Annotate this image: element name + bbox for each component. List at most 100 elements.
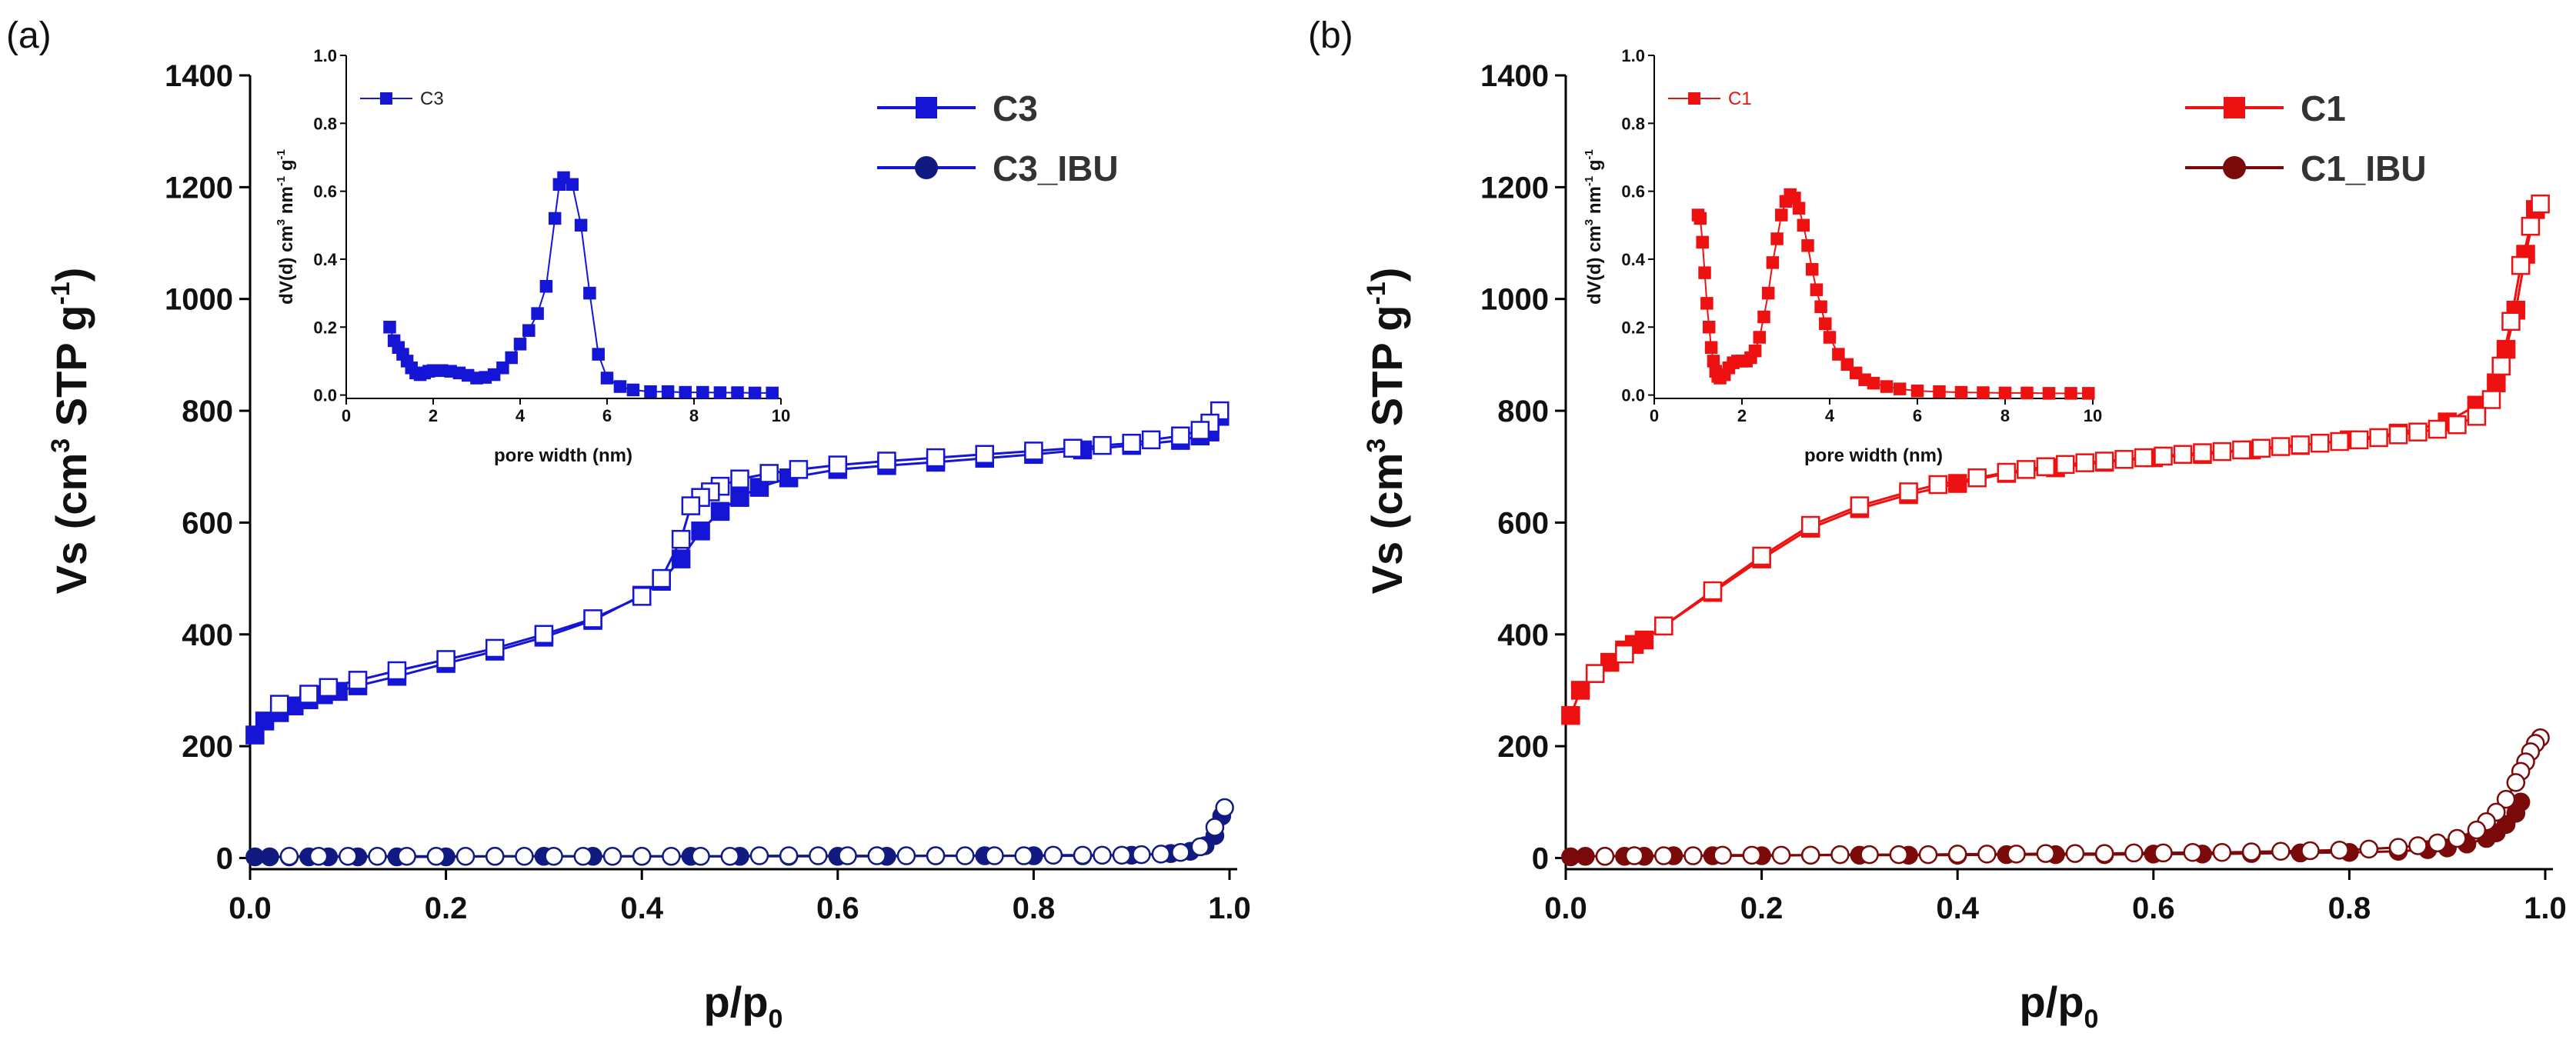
data-point — [348, 671, 368, 690]
data-point — [2388, 425, 2408, 445]
data-point — [2173, 445, 2193, 464]
y-tick-label: 1400 — [165, 59, 233, 93]
panel-a-y-ticks: 0 200 400 600 800 1000 1200 1400 — [165, 59, 250, 875]
data-point — [1967, 468, 1987, 488]
data-point — [260, 847, 279, 867]
data-point — [1654, 616, 1673, 636]
data-point — [2212, 842, 2232, 862]
y-tick-label: 0.0 — [1621, 386, 1645, 405]
data-point — [1766, 256, 1780, 269]
series-c3-adsorption — [245, 407, 1230, 745]
series-c3-ibu-desorption — [279, 798, 1234, 866]
data-point — [1014, 846, 1033, 865]
legend-label-c3-ibu: C3_IBU — [993, 148, 1119, 188]
data-point — [1801, 845, 1820, 865]
x-tick-label: 10 — [772, 406, 790, 425]
data-point — [766, 386, 779, 400]
data-point — [566, 178, 579, 192]
y-tick-label: 600 — [182, 506, 233, 540]
data-point — [279, 847, 299, 866]
data-point — [397, 847, 416, 866]
data-point — [2491, 356, 2511, 376]
panel-b-inset-x-ticks: 0 2 4 6 8 10 — [1650, 398, 2102, 425]
y-tick-label: 0.2 — [1621, 318, 1645, 337]
panel-a-inset-x-axis-title: pore width (nm) — [494, 445, 632, 466]
y-tick-label: 0.4 — [313, 250, 337, 269]
data-point — [730, 469, 749, 488]
data-point — [1093, 435, 1112, 455]
x-tick-label: 0.4 — [620, 891, 663, 925]
data-point — [2183, 842, 2202, 862]
data-point — [2094, 452, 2114, 471]
data-point — [1112, 845, 1132, 865]
panel-a-inset-axis-lines — [345, 55, 781, 399]
x-tick-label: 8 — [689, 406, 699, 425]
data-point — [2055, 455, 2075, 475]
legend-circle-marker — [915, 156, 938, 179]
data-point — [522, 324, 536, 337]
data-point — [1910, 385, 1924, 398]
y-tick-label: 1200 — [165, 171, 233, 205]
data-point — [486, 847, 505, 866]
y-tick-label: 1200 — [1480, 171, 1549, 205]
series-c1-ibu-desorption — [1595, 728, 2550, 866]
data-point — [1867, 376, 1880, 390]
data-point — [548, 212, 562, 225]
data-point — [2193, 443, 2212, 462]
series-line — [254, 415, 1221, 736]
data-point — [644, 385, 657, 398]
panel-b-inset-x-axis-title: pore width (nm) — [1804, 445, 1943, 466]
x-tick-label: 6 — [602, 406, 612, 425]
data-point — [2408, 836, 2428, 855]
data-point — [1171, 842, 1190, 862]
data-point — [1801, 239, 1814, 252]
y-tick-label: 1.0 — [313, 46, 337, 65]
y-tick-label: 600 — [1497, 506, 1549, 540]
data-point — [1654, 846, 1673, 865]
y-tick-label: 400 — [182, 618, 233, 652]
data-point — [339, 847, 358, 866]
y-tick-label: 800 — [182, 395, 233, 428]
data-point — [2271, 437, 2291, 456]
data-point — [1880, 380, 1894, 393]
data-point — [383, 321, 396, 334]
panel-a-y-axis-title: Vs (cm3 STP g-1) — [46, 268, 95, 595]
data-point — [779, 846, 799, 865]
data-point — [2271, 841, 2291, 861]
data-point — [2212, 442, 2232, 462]
data-point — [748, 386, 762, 400]
panel-a-inset-x-ticks: 0 2 4 6 8 10 — [342, 398, 790, 425]
data-point — [2124, 843, 2144, 863]
data-point — [2531, 194, 2550, 214]
data-point — [2241, 842, 2261, 861]
data-point — [2036, 457, 2056, 476]
data-point — [583, 609, 602, 628]
data-point — [838, 846, 857, 865]
data-point — [985, 846, 1004, 865]
data-point — [975, 445, 994, 464]
data-point — [1141, 430, 1161, 450]
data-point — [1215, 798, 1234, 818]
y-tick-label: 1000 — [165, 283, 233, 317]
y-tick-label: 0.2 — [313, 318, 337, 337]
data-point — [436, 650, 455, 669]
data-point — [600, 372, 614, 385]
data-point — [1792, 202, 1806, 215]
data-point — [1797, 218, 1810, 232]
data-point — [534, 625, 554, 645]
panel-b-legend: C1 C1_IBU — [2185, 88, 2427, 188]
data-point — [681, 496, 701, 515]
data-point — [1761, 286, 1775, 300]
x-tick-label: 0 — [1650, 406, 1659, 425]
y-tick-label: 0.8 — [1621, 114, 1645, 133]
data-point — [1561, 705, 1580, 725]
data-point — [2467, 820, 2487, 840]
data-point — [713, 386, 727, 399]
data-point — [2511, 255, 2531, 275]
data-point — [2369, 428, 2388, 448]
x-tick-label: 0.2 — [1740, 891, 1784, 925]
data-point — [245, 725, 265, 745]
data-point — [2114, 450, 2134, 469]
legend-label-c1: C1 — [2301, 88, 2346, 128]
